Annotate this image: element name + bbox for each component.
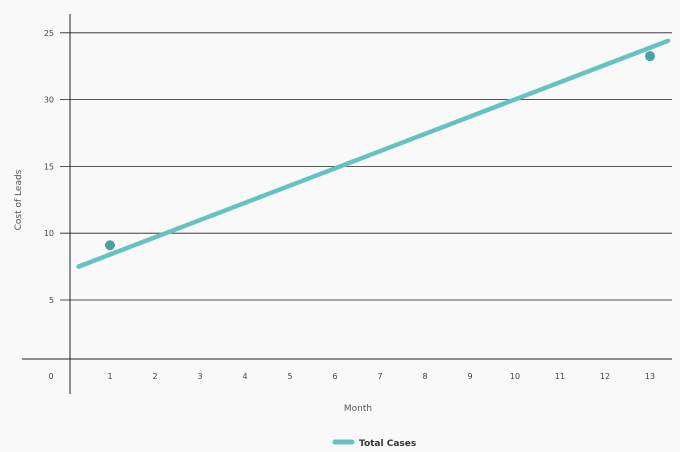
y-axis-label: Cost of Leads [14,169,24,230]
series-layer [76,38,671,269]
legend[interactable]: Total Cases [332,439,416,449]
series-line-0 [76,38,671,269]
y-tick-label: 25 [44,29,54,38]
x-tick-label: 6 [332,372,337,381]
x-tick-label: 7 [377,372,382,381]
x-tick-label: 10 [510,372,520,381]
x-axis-label: Month [344,404,372,414]
x-tick-label: 4 [242,372,247,381]
axes [22,14,672,394]
x-tick-label: 8 [422,372,427,381]
x-tick-label: 11 [555,372,565,381]
data-point[interactable] [645,51,655,62]
x-tick-label: 12 [600,372,610,381]
x-tick-label: 2 [152,372,157,381]
legend-label: Total Cases [359,439,416,448]
x-tick-label: 0 [48,372,53,381]
y-tick-label: 15 [44,162,54,171]
x-tick-label: 5 [287,372,292,381]
y-tick-label: 10 [44,229,54,238]
data-point[interactable] [105,240,115,251]
x-tick-label: 1 [107,372,112,381]
y-tick-label: 5 [49,296,54,305]
x-tick-label: 9 [467,372,472,381]
x-tick-label: 3 [197,372,202,381]
y-tick-label: 30 [44,96,54,105]
x-tick-label: 13 [645,372,655,381]
